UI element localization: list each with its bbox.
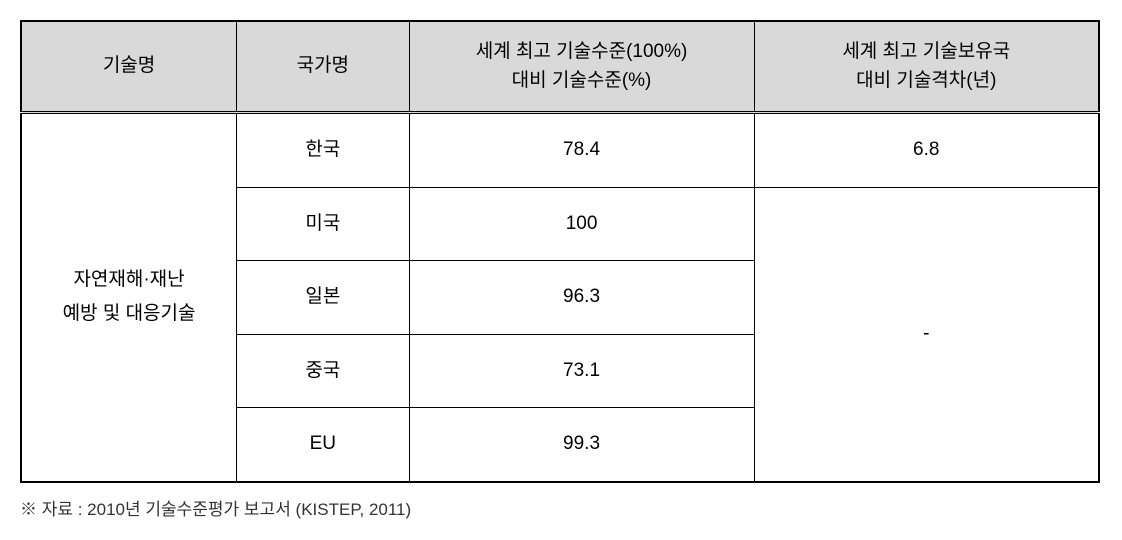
country-cell: 일본: [237, 261, 409, 335]
country-text: 중국: [305, 360, 340, 381]
level-cell: 100: [409, 187, 754, 261]
level-text: 100: [566, 213, 598, 234]
header-tech-level: 세계 최고 기술수준(100%)대비 기술수준(%): [409, 21, 754, 113]
country-text: 일본: [305, 286, 340, 307]
level-text: 78.4: [563, 139, 600, 160]
country-cell: 중국: [237, 334, 409, 408]
table-header-row: 기술명 국가명 세계 최고 기술수준(100%)대비 기술수준(%) 세계 최고…: [21, 21, 1099, 113]
footnote-text: ※ 자료 : 2010년 기술수준평가 보고서 (KISTEP, 2011): [20, 500, 411, 519]
gap-cell: 6.8: [754, 113, 1099, 188]
table-container: 기술명 국가명 세계 최고 기술수준(100%)대비 기술수준(%) 세계 최고…: [20, 20, 1100, 520]
tech-name-text: 자연재해·재난예방 및 대응기술: [63, 269, 196, 324]
gap-merged-cell: -: [754, 187, 1099, 482]
header-country-name: 국가명: [237, 21, 409, 113]
country-cell: EU: [237, 408, 409, 482]
level-text: 73.1: [563, 360, 600, 381]
country-cell: 한국: [237, 113, 409, 188]
country-text: EU: [310, 433, 336, 454]
table-row: 자연재해·재난예방 및 대응기술 한국 78.4 6.8: [21, 113, 1099, 188]
level-cell: 99.3: [409, 408, 754, 482]
header-tech-gap: 세계 최고 기술보유국대비 기술격차(년): [754, 21, 1099, 113]
header-tech-name: 기술명: [21, 21, 237, 113]
level-text: 96.3: [563, 286, 600, 307]
header-tech-name-text: 기술명: [103, 55, 155, 76]
gap-merged-text: -: [923, 323, 929, 344]
level-cell: 78.4: [409, 113, 754, 188]
level-cell: 96.3: [409, 261, 754, 335]
country-text: 미국: [305, 213, 340, 234]
tech-level-table: 기술명 국가명 세계 최고 기술수준(100%)대비 기술수준(%) 세계 최고…: [20, 20, 1100, 483]
level-cell: 73.1: [409, 334, 754, 408]
header-tech-gap-text: 세계 최고 기술보유국대비 기술격차(년): [842, 41, 1010, 91]
table-body: 자연재해·재난예방 및 대응기술 한국 78.4 6.8 미국 100: [21, 113, 1099, 482]
country-text: 한국: [305, 139, 340, 160]
footnote: ※ 자료 : 2010년 기술수준평가 보고서 (KISTEP, 2011): [20, 495, 1100, 520]
header-country-name-text: 국가명: [297, 55, 349, 76]
tech-name-cell: 자연재해·재난예방 및 대응기술: [21, 113, 237, 482]
country-cell: 미국: [237, 187, 409, 261]
level-text: 99.3: [563, 433, 600, 454]
header-tech-level-text: 세계 최고 기술수준(100%)대비 기술수준(%): [476, 41, 688, 91]
gap-text: 6.8: [913, 139, 939, 160]
